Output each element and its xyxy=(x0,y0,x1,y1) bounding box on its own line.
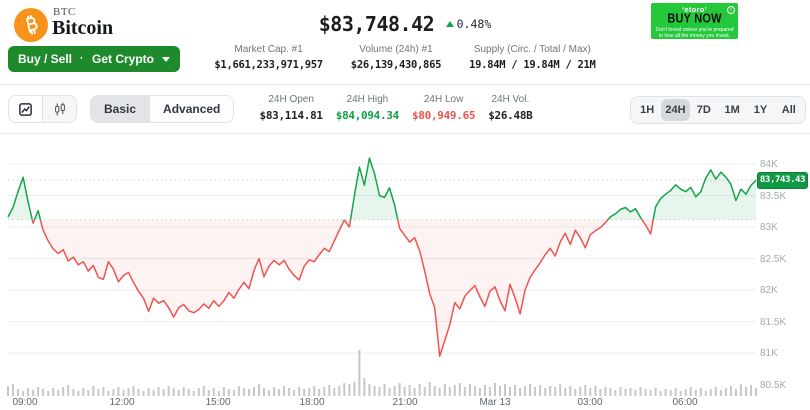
chevron-down-icon xyxy=(162,56,171,62)
x-axis-label: 15:00 xyxy=(205,397,231,408)
range-1m[interactable]: 1M xyxy=(724,104,740,116)
etoro-ad-banner[interactable]: ‘etoro’ i BUY NOW Don't invest unless yo… xyxy=(651,3,738,39)
current-price-badge: 83,743.43 xyxy=(757,171,808,189)
line-chart-button[interactable] xyxy=(9,96,42,122)
basic-advanced-toggle: Basic Advanced xyxy=(90,95,235,123)
ohlv-volume: 24H Vol. $26.48B xyxy=(488,94,533,122)
x-axis-label: 03:00 xyxy=(577,397,603,408)
range-7d[interactable]: 7D xyxy=(696,104,711,116)
ad-buy-now-label: BUY NOW xyxy=(667,12,722,26)
current-price: $83,748.42 xyxy=(318,12,435,36)
tab-basic[interactable]: Basic xyxy=(91,96,150,122)
y-axis-label: 81.5K xyxy=(760,316,787,328)
time-range-selector: 1H 24H 7D 1M 1Y All xyxy=(630,96,806,124)
toolbar-divider xyxy=(0,133,810,134)
coin-symbol: BTC xyxy=(53,6,76,18)
bitcoin-logo xyxy=(14,8,48,42)
coin-name: Bitcoin xyxy=(52,17,114,39)
y-axis-label: 82K xyxy=(760,285,778,296)
stat-market-cap: Market Cap. #1 $1,661,233,971,957 xyxy=(214,44,323,71)
range-all[interactable]: All xyxy=(781,104,796,116)
y-axis-label: 80.5K xyxy=(760,379,787,391)
segment-divider xyxy=(42,96,43,122)
get-crypto-button[interactable]: Get Crypto xyxy=(82,46,181,72)
price-block: $83,748.42 0.48% xyxy=(240,12,570,36)
price-chart-canvas[interactable] xyxy=(0,140,810,410)
range-1h[interactable]: 1H xyxy=(640,104,655,116)
etoro-logo: ‘etoro’ xyxy=(681,5,708,14)
ohlv-low: 24H Low $80,949.65 xyxy=(411,94,476,122)
y-axis-label: 83K xyxy=(760,222,778,233)
ohlv-high: 24H High $84,094.34 xyxy=(335,94,400,122)
change-percent: 0.48% xyxy=(456,17,492,31)
ad-info-icon[interactable]: i xyxy=(727,6,735,14)
bitcoin-b-icon xyxy=(26,15,38,35)
range-1y[interactable]: 1Y xyxy=(753,104,768,116)
get-crypto-label: Get Crypto xyxy=(92,52,155,66)
candlestick-chart-button[interactable] xyxy=(43,96,76,122)
buy-sell-label: Buy / Sell xyxy=(18,52,73,66)
segment-divider xyxy=(149,96,151,122)
stat-volume: Volume (24h) #1 $26,139,430,865 xyxy=(350,44,442,71)
range-24h[interactable]: 24H xyxy=(661,99,690,121)
y-axis-label: 84K xyxy=(760,159,778,170)
x-axis-label: 09:00 xyxy=(12,397,38,408)
x-axis-label: 06:00 xyxy=(672,397,698,408)
price-change: 0.48% xyxy=(445,17,492,31)
y-axis-label: 81K xyxy=(760,348,778,359)
stat-supply: Supply (Circ. / Total / Max) 19.84M / 19… xyxy=(469,44,596,71)
y-axis-label: 83.5K xyxy=(760,190,787,202)
y-axis-label: 82.5K xyxy=(760,253,787,265)
candlestick-icon xyxy=(54,102,65,115)
change-up-arrow-icon xyxy=(445,21,454,27)
ohlv-open: 24H Open $83,114.81 xyxy=(259,94,324,122)
market-stats: Market Cap. #1 $1,661,233,971,957 Volume… xyxy=(205,44,605,71)
x-axis-label: Mar 13 xyxy=(479,397,511,408)
x-axis-label: 21:00 xyxy=(392,397,418,408)
x-axis-label: 18:00 xyxy=(299,397,325,408)
ohlv-stats: 24H Open $83,114.81 24H High $84,094.34 … xyxy=(260,94,533,122)
tab-advanced[interactable]: Advanced xyxy=(150,96,234,122)
x-axis-label: 12:00 xyxy=(109,397,135,408)
line-chart-icon xyxy=(19,102,32,116)
chart-type-toggle xyxy=(8,95,77,123)
header-divider xyxy=(0,84,810,85)
ad-disclaimer: Don't invest unless you're prepared to l… xyxy=(655,27,734,39)
